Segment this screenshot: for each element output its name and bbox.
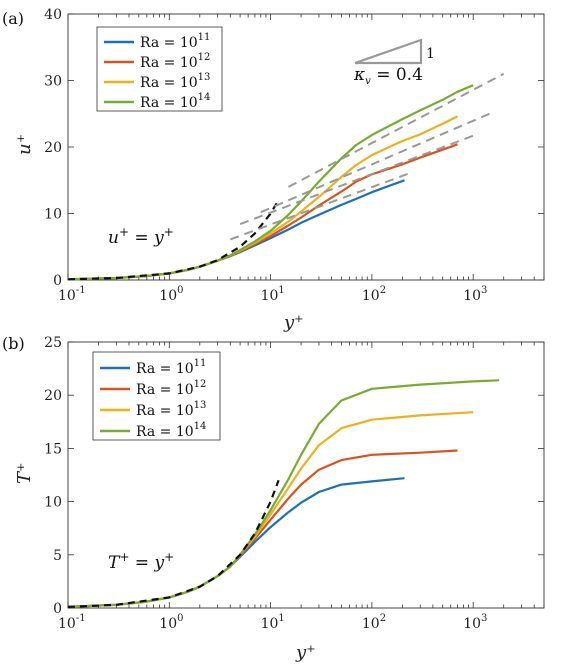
kappa-label: κv = 0.4: [353, 65, 423, 87]
legend-label: Ra = 1011: [140, 32, 210, 51]
x-tick-label: 102: [362, 285, 386, 304]
x-tick-label: 10-1: [58, 613, 86, 632]
y-tick-label: 10: [44, 207, 62, 223]
legend-label: Ra = 1011: [136, 358, 206, 377]
y-tick-label: 0: [53, 273, 62, 289]
series-line-ra-11: [67, 477, 405, 608]
series-line-ra-14: [67, 84, 474, 281]
linear-law-dashed-line: [67, 479, 280, 608]
panel-b-x-axis-label: y⁺: [295, 642, 316, 663]
panel-b-x-tick-labels: 10-1 100 101 102 103: [58, 613, 487, 632]
legend-label: Ra = 1012: [136, 379, 206, 398]
linear-law-dashed-line: [67, 199, 280, 281]
series-line-ra-12: [67, 449, 458, 608]
panel-b-legend-box: [92, 351, 221, 441]
x-tick-label: 103: [463, 613, 487, 632]
legend-label: Ra = 1014: [136, 421, 206, 440]
panel-a: (a) 10-1 100 101 102 103 0 10 20 30 40 y⁺ u⁺ u+ …: [2, 7, 545, 333]
log-law-dashed-line: [260, 112, 492, 214]
x-tick-label: 101: [261, 285, 285, 304]
x-tick-label: 10-1: [58, 285, 86, 304]
series-line-ra-13: [67, 115, 458, 281]
log-law-dashed-line: [239, 134, 474, 226]
legend-label: Ra = 1014: [140, 92, 210, 111]
log-law-dashed-line: [229, 171, 413, 241]
y-tick-label: 10: [44, 495, 62, 511]
y-tick-label: 0: [53, 601, 62, 617]
panel-a-label: (a): [2, 9, 24, 28]
slope-one-label: 1: [426, 46, 435, 62]
axes-box: [67, 341, 545, 609]
panel-b-plot-area: [67, 341, 545, 609]
log-law-dashed-line: [287, 72, 505, 188]
panel-b-formula: T+ = y+: [108, 550, 174, 573]
panel-b-label: (b): [2, 334, 25, 353]
y-tick-label: 40: [44, 7, 62, 23]
legend-label: Ra = 1012: [140, 52, 210, 71]
panel-a-series: [67, 84, 474, 281]
panel-a-y-axis-label: u⁺: [14, 134, 35, 155]
y-tick-label: 25: [44, 335, 62, 351]
y-tick-label: 20: [44, 388, 62, 404]
panel-b-reference-lines: [67, 479, 280, 608]
panel-b: (b) 10-1 100 101 102 103 0 5 10 15 20 25 y⁺ T⁺ T+…: [2, 334, 545, 663]
panel-a-x-tick-labels: 10-1 100 101 102 103: [58, 285, 487, 304]
slope-triangle: [354, 38, 423, 65]
x-tick-label: 101: [261, 613, 285, 632]
panel-b-y-tick-labels: 0 5 10 15 20 25: [44, 335, 62, 617]
y-tick-label: 20: [44, 140, 62, 156]
panel-a-y-tick-labels: 0 10 20 30 40: [44, 7, 62, 289]
y-tick-label: 15: [44, 441, 62, 457]
x-tick-label: 102: [362, 613, 386, 632]
panel-b-y-axis-label: T⁺: [14, 462, 35, 484]
panel-a-reference-lines: [67, 72, 505, 281]
y-tick-label: 30: [44, 74, 62, 90]
x-tick-label: 100: [159, 613, 183, 632]
legend-label: Ra = 1013: [136, 400, 206, 419]
panel-a-formula: u+ = y+: [108, 225, 174, 248]
y-tick-label: 5: [53, 548, 62, 564]
x-tick-label: 103: [463, 285, 487, 304]
legend-label: Ra = 1013: [140, 72, 210, 91]
panel-a-x-axis-label: y⁺: [283, 312, 304, 333]
x-tick-label: 100: [159, 285, 183, 304]
panel-b-legend: Ra = 1011 Ra = 1012 Ra = 1013 Ra = 1014: [92, 351, 221, 441]
